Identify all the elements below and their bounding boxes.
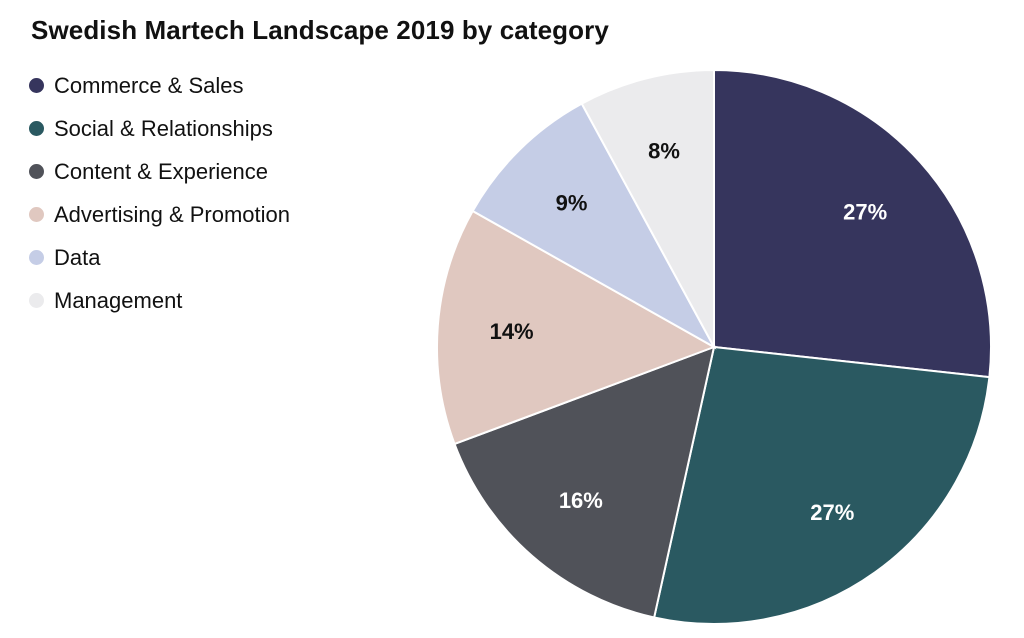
pie-slice-data	[471, 102, 717, 350]
legend-item-commerce-sales: Commerce & Sales	[29, 64, 359, 107]
data-label-content-experience: 16%	[559, 488, 603, 513]
data-label-advertising-promotion: 14%	[490, 319, 534, 344]
data-label-management: 8%	[648, 138, 680, 163]
legend-swatch-management	[29, 293, 44, 308]
legend-swatch-commerce-sales	[29, 78, 44, 93]
legend-item-data: Data	[29, 236, 359, 279]
legend-label-content-experience: Content & Experience	[54, 158, 269, 184]
pie-slice-social-relationships	[652, 345, 991, 625]
pie-slice-advertising-promotion	[436, 209, 717, 446]
legend-label-management: Management	[54, 287, 183, 313]
legend-label-advertising-promotion: Advertising & Promotion	[54, 201, 290, 227]
chart-title: Swedish Martech Landscape 2019 by catego…	[31, 15, 609, 45]
legend-swatch-social-relationships	[29, 121, 44, 136]
legend-item-management: Management	[29, 279, 359, 322]
legend-label-data: Data	[54, 244, 101, 270]
legend-item-content-experience: Content & Experience	[29, 150, 359, 193]
legend-label-social-relationships: Social & Relationships	[54, 115, 273, 141]
data-label-commerce-sales: 27%	[843, 199, 887, 224]
legend-swatch-content-experience	[29, 164, 44, 179]
legend-swatch-advertising-promotion	[29, 207, 44, 222]
legend-label-commerce-sales: Commerce & Sales	[54, 72, 244, 98]
pie-slice-content-experience	[453, 345, 716, 619]
data-label-data: 9%	[556, 190, 588, 215]
legend-item-advertising-promotion: Advertising & Promotion	[29, 193, 359, 236]
legend-swatch-data	[29, 250, 44, 265]
data-label-social-relationships: 27%	[810, 500, 854, 525]
legend-item-social-relationships: Social & Relationships	[29, 107, 359, 150]
pie-slice-commerce-sales	[713, 68, 992, 379]
pie-slice-management	[580, 68, 715, 348]
legend: Commerce & Sales Social & Relationships …	[29, 64, 359, 322]
